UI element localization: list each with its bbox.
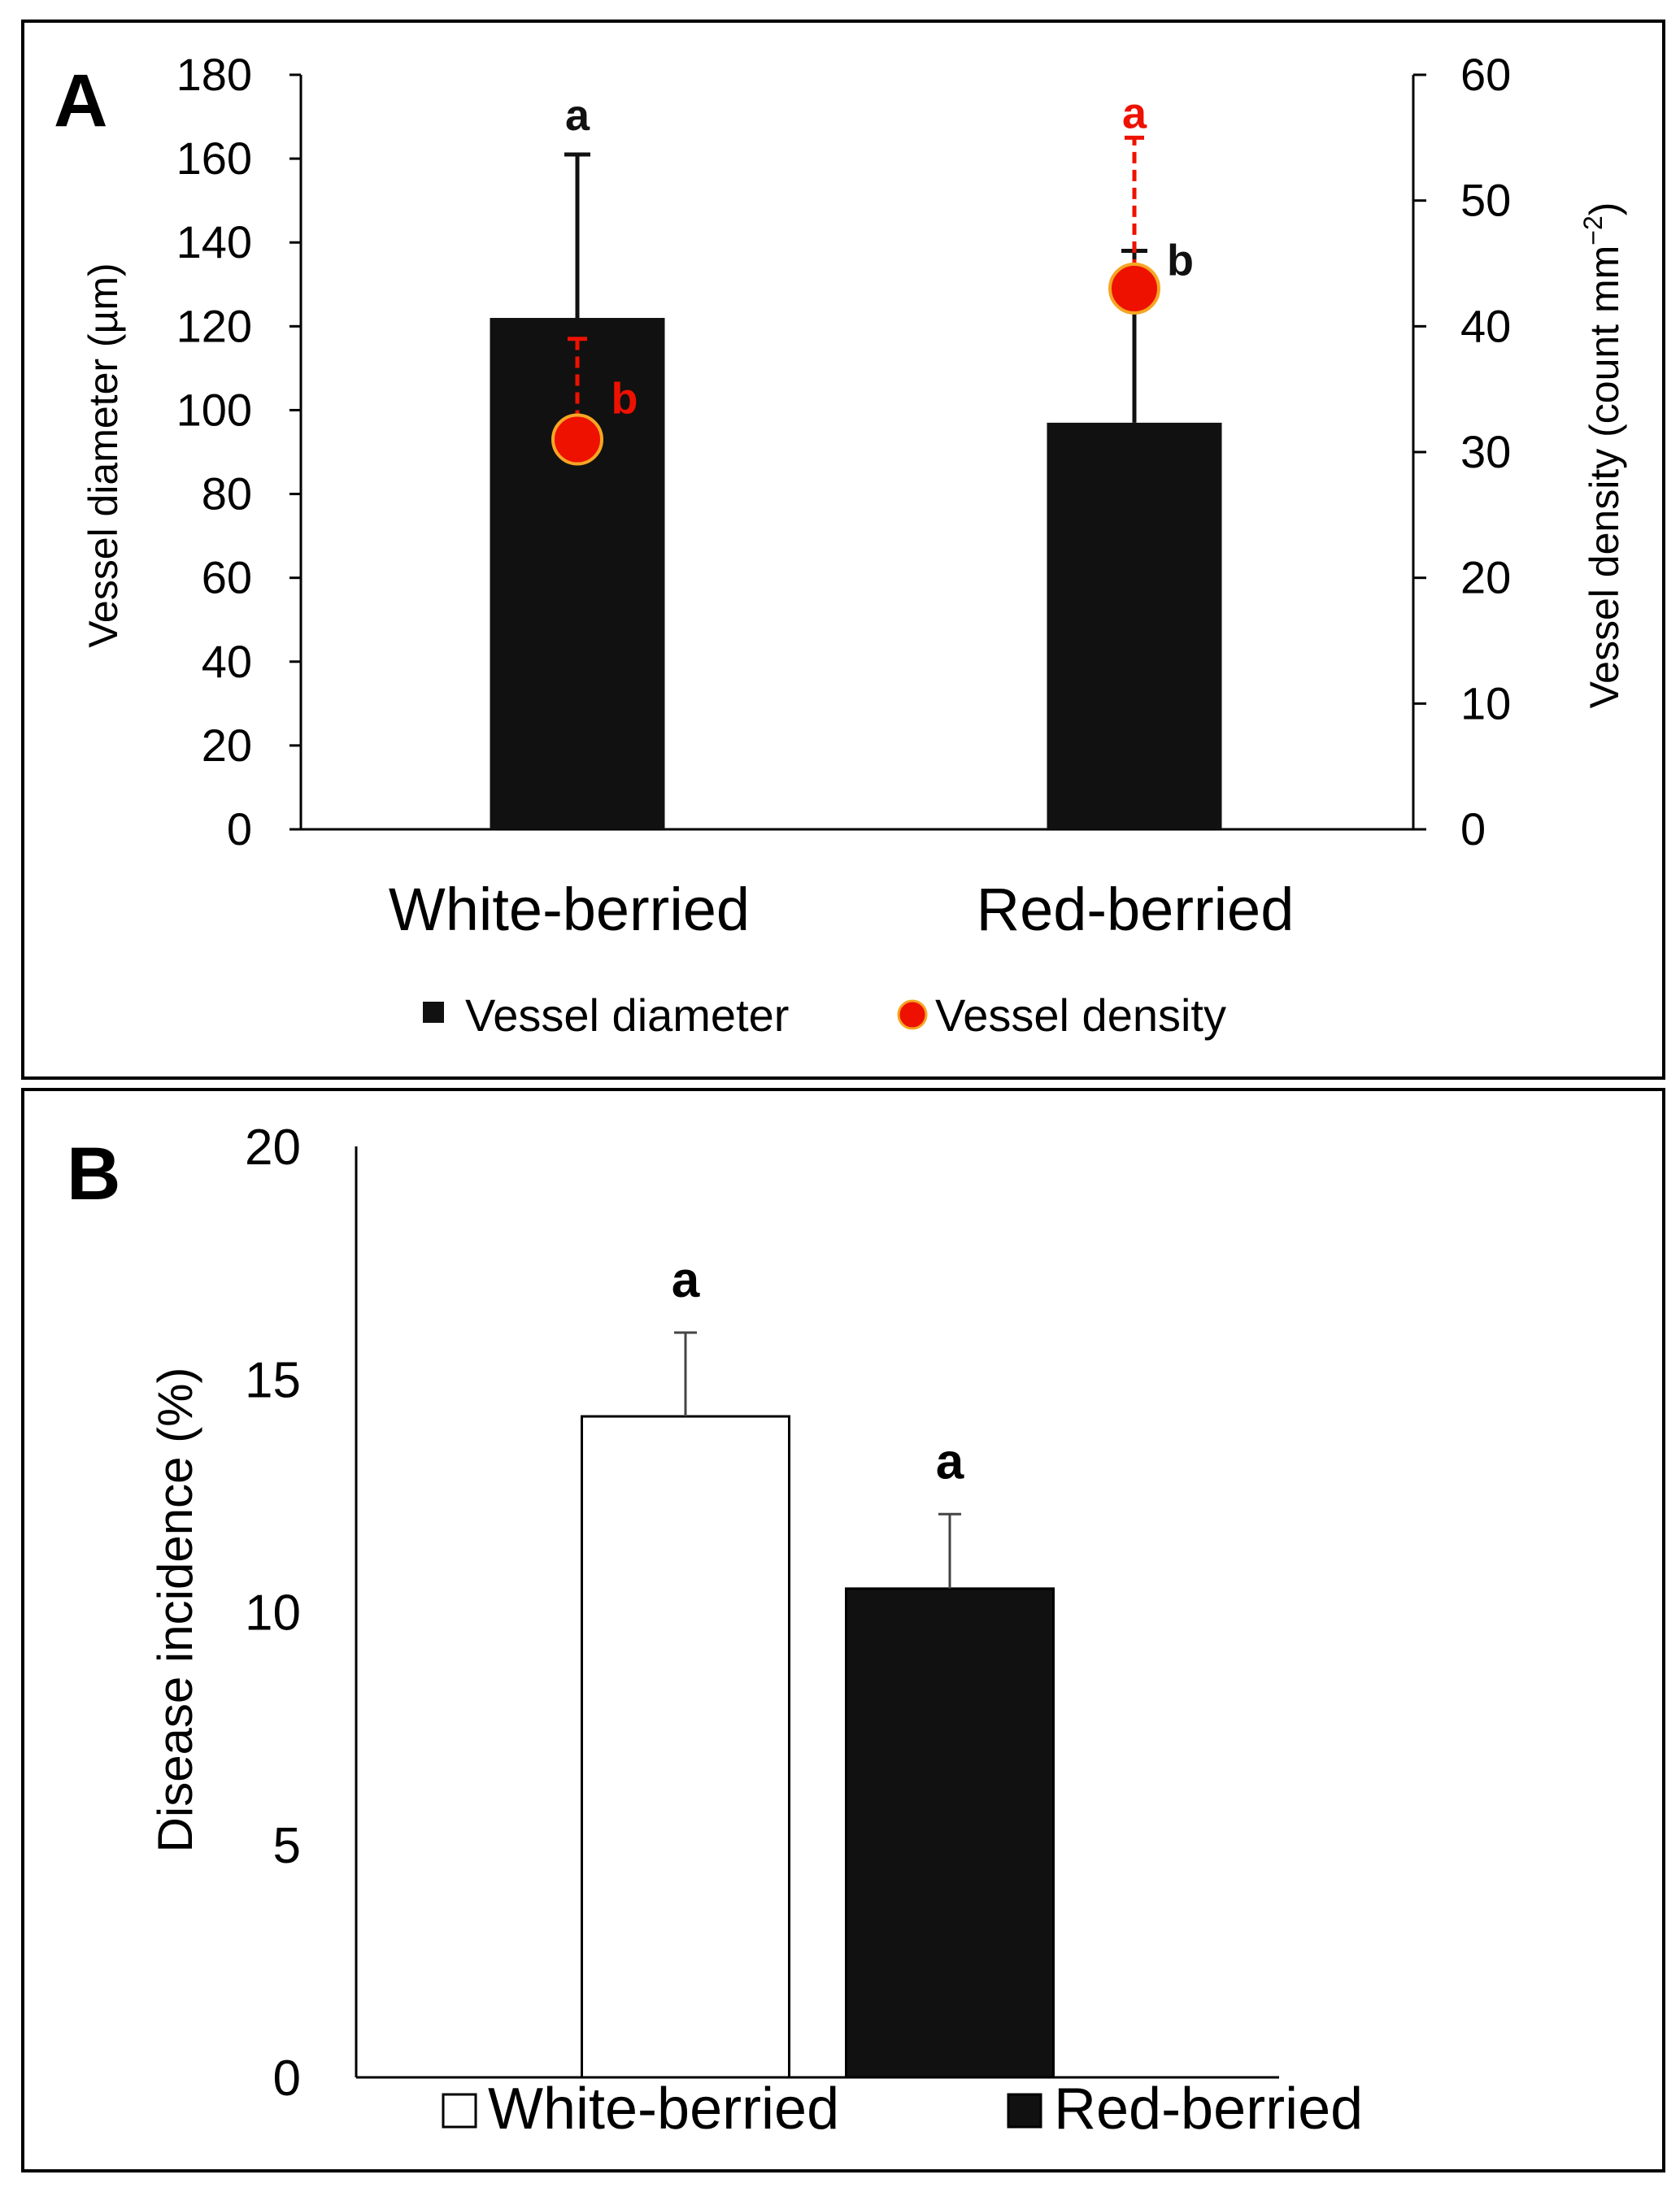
legend-label-vessel-density: Vessel density [935, 989, 1226, 1041]
y-tick-label: 20 [202, 720, 252, 771]
y-tick-label: 160 [176, 133, 252, 184]
panel-a-marks: 0 20 40 60 80 100 120 140 160 180 0 10 20 30 40 50 60 a b b… [176, 49, 1512, 855]
panel-a-y2-axis-title: Vessel density (count mm−2) [1578, 202, 1627, 709]
y-tick-label: 0 [227, 803, 252, 855]
y2-tick-label: 50 [1460, 175, 1511, 226]
significance-letter: a [565, 91, 590, 140]
y2-tick-label: 10 [1460, 677, 1511, 728]
bar [581, 1415, 790, 2079]
panel-a-label: A [54, 59, 107, 142]
panel-a-category-red: Red-berried [977, 876, 1295, 943]
legend-swatch-vessel-density [897, 999, 928, 1030]
y-tick-label: 180 [176, 49, 252, 100]
data-point [1108, 262, 1160, 315]
legend-label-vessel-diameter: Vessel diameter [465, 989, 789, 1041]
y-tick-label: 100 [176, 384, 252, 435]
legend-swatch-vessel-diameter [423, 1002, 444, 1023]
legend-label-red-berried: Red-berried [1054, 2077, 1363, 2142]
significance-letter: a [936, 1433, 964, 1490]
y2-tick-label: 40 [1460, 300, 1511, 351]
bar [845, 1587, 1055, 2079]
y-tick-label: 60 [202, 552, 252, 603]
y2-tick-label: 30 [1460, 426, 1511, 477]
y-tick-label: 20 [245, 1120, 301, 1176]
legend-swatch-red-berried [1007, 2093, 1042, 2129]
significance-letter: a [672, 1252, 700, 1308]
panel-b-legend: White-berried Red-berried [442, 2077, 1363, 2142]
y-tick-label: 140 [176, 216, 252, 267]
y2-tick-label: 0 [1460, 803, 1486, 855]
legend-label-white-berried: White-berried [488, 2077, 839, 2142]
y-tick-label: 120 [176, 300, 252, 351]
significance-letter: b [1167, 237, 1194, 285]
bar [1047, 422, 1222, 829]
density-letter: a [1122, 89, 1147, 137]
data-point [551, 413, 603, 466]
y-tick-label: 0 [273, 2051, 301, 2107]
panel-a-y-axis-title: Vessel diameter (µm) [81, 263, 126, 647]
y-tick-label: 10 [245, 1585, 301, 1642]
y-tick-label: 15 [245, 1352, 301, 1408]
legend-swatch-white-berried [442, 2093, 477, 2129]
panel-a-category-white: White-berried [389, 876, 750, 943]
panel-b-label: B [67, 1133, 120, 1216]
panel-b-marks: 0 5 10 15 20 a a [245, 1120, 1055, 2107]
y2-tick-label: 20 [1460, 552, 1511, 603]
y-tick-label: 5 [273, 1818, 301, 1874]
y2-tick-label: 60 [1460, 49, 1511, 100]
density-letter: b [612, 375, 638, 424]
y-tick-label: 80 [202, 468, 252, 520]
y-tick-label: 40 [202, 636, 252, 687]
panel-a-frame [21, 20, 1665, 1080]
panel-a-legend: Vessel diameter Vessel density [423, 989, 1226, 1041]
panel-b-frame [21, 1088, 1665, 2172]
panel-b-y-axis-title: Disease incidence (%) [148, 1368, 202, 1853]
